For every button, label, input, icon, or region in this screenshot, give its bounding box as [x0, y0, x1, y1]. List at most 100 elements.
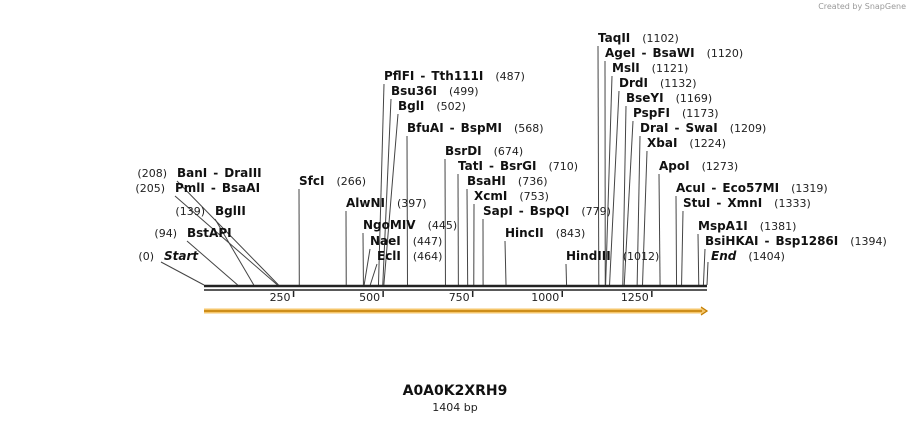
site-label: ApoI (1273): [659, 159, 738, 173]
site-name: DraI: [640, 121, 668, 135]
site-position: (1012): [623, 250, 660, 263]
site-name: BsrGI: [500, 159, 537, 173]
site-name: BspMI: [461, 121, 502, 135]
site-name: EclI: [377, 249, 401, 263]
snapgene-credit: Created by SnapGene: [818, 2, 906, 11]
site-position: (674): [494, 145, 524, 158]
site-label: End (1404): [711, 249, 785, 263]
site-name-separator: -: [716, 196, 721, 210]
site-name: BglI: [398, 99, 424, 113]
site-name: BsrDI: [445, 144, 482, 158]
site-label: DraI - SwaI (1209): [640, 121, 766, 135]
scale-ticks: 250 500 750 1000 1250: [270, 291, 653, 304]
connector-line: [369, 263, 378, 286]
connector-line: [186, 240, 239, 286]
site-position: (499): [449, 85, 479, 98]
connector-line: [622, 105, 627, 286]
site-label: HincII (843): [505, 226, 585, 240]
site-position: (266): [336, 175, 366, 188]
site-name: NaeI: [370, 234, 401, 248]
site-name: SapI: [483, 204, 513, 218]
site-name: SwaI: [685, 121, 717, 135]
site-position: (1132): [660, 77, 697, 90]
site-label: Start (0): [138, 249, 199, 263]
site-name-separator: -: [213, 166, 218, 180]
site-name: NgoMIV: [363, 218, 416, 232]
site-position: (1319): [791, 182, 828, 195]
site-position: (1121): [652, 62, 689, 75]
site-name: BsaHI: [467, 174, 506, 188]
site-name: XcmI: [474, 189, 507, 203]
site-labels: Start(0) BstAPI(94) BglII (139) PmlI - BsaAI(2…: [135, 31, 886, 263]
tick-label: 500: [359, 291, 380, 304]
site-label: PmlI - BsaAI (205): [135, 181, 260, 195]
site-label: StuI - XmnI (1333): [683, 196, 811, 210]
site-name: BglII: [215, 204, 246, 218]
site-name: XmnI: [727, 196, 762, 210]
site-name: Start: [164, 249, 199, 263]
site-name: Eco57MI: [722, 181, 779, 195]
site-label: SapI - BspQI (779): [483, 204, 611, 218]
site-name-separator: -: [420, 69, 425, 83]
site-label: BsiHKAI - Bsp1286I (1394): [705, 234, 887, 248]
site-name: DrdI: [619, 76, 648, 90]
site-position: (502): [436, 100, 466, 113]
site-position: (1120): [707, 47, 744, 60]
site-label: BstAPI (94): [154, 226, 231, 240]
site-label: BseYI (1169): [626, 91, 712, 105]
site-name: PflFI: [384, 69, 414, 83]
site-name: BseYI: [626, 91, 664, 105]
site-position: (208): [137, 167, 167, 180]
site-label: MslI (1121): [612, 61, 688, 75]
site-label: AcuI - Eco57MI (1319): [676, 181, 828, 195]
site-label: BanI - DraIII (208): [137, 166, 261, 180]
site-position: (464): [413, 250, 443, 263]
site-label: PflFI - Tth111I (487): [384, 69, 525, 83]
feature-arrow: [204, 306, 709, 316]
site-name: BsaWI: [652, 46, 694, 60]
site-name: ApoI: [659, 159, 690, 173]
connector-line: [565, 263, 568, 286]
site-name: MspA1I: [698, 219, 748, 233]
site-name: SfcI: [299, 174, 324, 188]
sequence-title: A0A0K2XRH9: [402, 383, 508, 399]
connector-line: [466, 188, 469, 286]
site-label: NgoMIV (445): [363, 218, 457, 232]
site-position: (1273): [702, 160, 739, 173]
connector-line: [697, 233, 700, 286]
site-position: (1173): [682, 107, 719, 120]
site-position: (94): [154, 227, 177, 240]
site-name: BfuAI: [407, 121, 444, 135]
connector-line: [214, 218, 255, 286]
site-position: (1394): [850, 235, 887, 248]
site-name-separator: -: [765, 234, 770, 248]
site-position: (139): [175, 205, 205, 218]
site-name-separator: -: [641, 46, 646, 60]
connector-line: [605, 75, 613, 286]
connector-line: [609, 90, 620, 286]
site-name: AgeI: [605, 46, 635, 60]
site-label: Bsu36I (499): [391, 84, 479, 98]
site-label: BglII (139): [175, 204, 245, 218]
connector-line: [597, 45, 600, 286]
feature-arrow-head: [700, 306, 709, 316]
site-position: (1333): [774, 197, 811, 210]
site-label: XcmI (753): [474, 189, 549, 203]
site-position: (753): [519, 190, 549, 203]
site-name: DraIII: [224, 166, 261, 180]
site-name: BanI: [177, 166, 207, 180]
site-position: (710): [548, 160, 578, 173]
site-name: End: [711, 249, 737, 263]
site-position: (1169): [676, 92, 713, 105]
site-label: BsaHI (736): [467, 174, 548, 188]
site-label: PspFI (1173): [633, 106, 719, 120]
site-name-separator: -: [211, 181, 216, 195]
site-name: XbaI: [647, 136, 677, 150]
site-label: DrdI (1132): [619, 76, 697, 90]
site-label: XbaI (1224): [647, 136, 726, 150]
site-name-separator: -: [450, 121, 455, 135]
connector-line: [623, 120, 634, 286]
site-label: HindIII (1012): [566, 249, 659, 263]
tick-label: 250: [270, 291, 291, 304]
site-name: HincII: [505, 226, 544, 240]
